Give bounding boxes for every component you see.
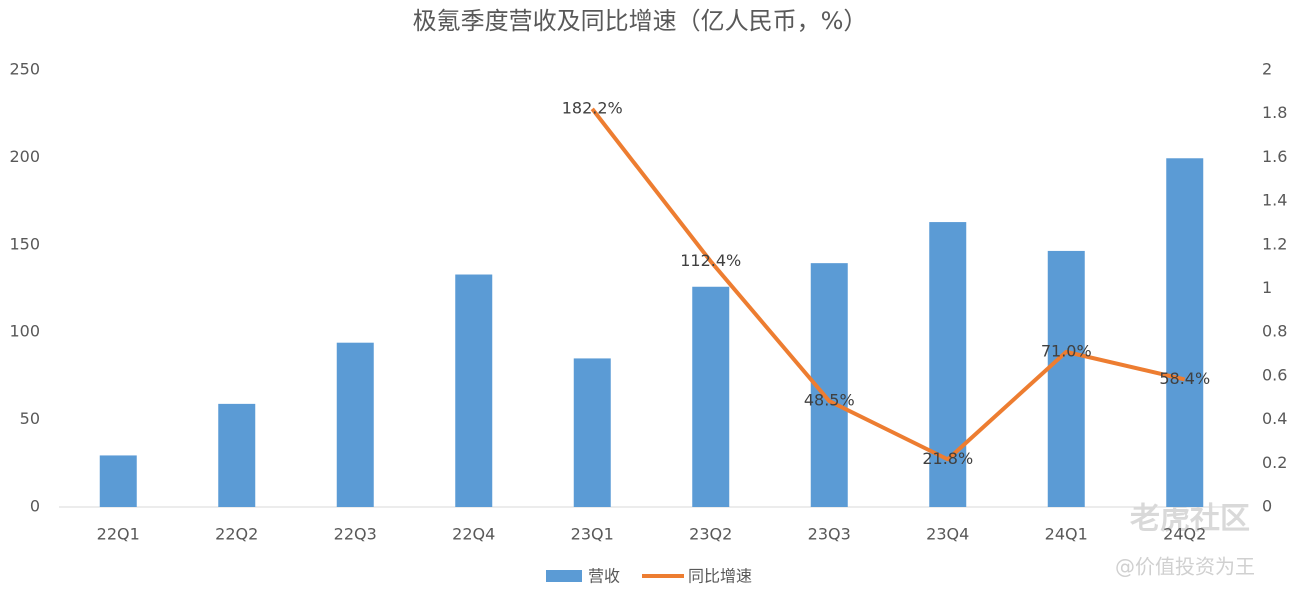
legend-label: 同比增速 [688,567,752,586]
x-tick-label: 22Q3 [334,525,377,544]
x-tick-label: 23Q3 [808,525,851,544]
x-tick-label: 23Q4 [926,525,969,544]
bar [218,403,256,507]
data-label: 71.0% [1041,341,1092,360]
y-tick-label: 50 [20,409,40,428]
watermark: @价值投资为王 [1115,555,1255,579]
bar [99,455,137,507]
x-tick-label: 22Q2 [215,525,258,544]
y2-tick-label: 0.2 [1262,453,1287,472]
line [590,107,1186,462]
y2-tick-label: 1.6 [1262,147,1287,166]
y2-tick-label: 0 [1262,497,1272,516]
bar [1166,158,1204,508]
bar [573,358,611,507]
x-tick-label: 23Q2 [689,525,732,544]
y2-tick-label: 0.8 [1262,322,1287,341]
y2-tick-label: 2 [1262,60,1272,79]
data-label: 182.2% [562,98,623,117]
bar [692,286,730,507]
legend-swatch [546,570,582,582]
x-tick-label: 24Q1 [1045,525,1088,544]
data-label: 58.4% [1159,369,1210,388]
data-label: 48.5% [804,391,855,410]
y-tick-label: 0 [30,497,40,516]
y2-tick-label: 1.4 [1262,191,1287,210]
y2-tick-label: 1.2 [1262,234,1287,253]
data-label: 112.4% [680,251,741,270]
watermark: 老虎社区 [1130,502,1250,537]
bar [336,342,374,507]
bar [1047,250,1085,507]
y-tick-label: 200 [9,147,40,166]
x-tick-label: 22Q1 [97,525,140,544]
y2-tick-label: 1.8 [1262,103,1287,122]
legend-label: 营收 [588,567,620,586]
y2-tick-label: 0.4 [1262,409,1287,428]
y2-tick-label: 1 [1262,278,1272,297]
y-tick-label: 250 [9,60,40,79]
chart-title: 极氪季度营收及同比增速（亿人民币，%） [413,7,868,35]
y-tick-label: 150 [9,234,40,253]
data-label: 21.8% [922,449,973,468]
y2-tick-label: 0.6 [1262,365,1287,384]
x-tick-label: 23Q1 [571,525,614,544]
x-tick-label: 24Q2 [1163,525,1206,544]
y-tick-label: 100 [9,322,40,341]
bar [455,274,493,507]
x-tick-label: 22Q4 [452,525,495,544]
